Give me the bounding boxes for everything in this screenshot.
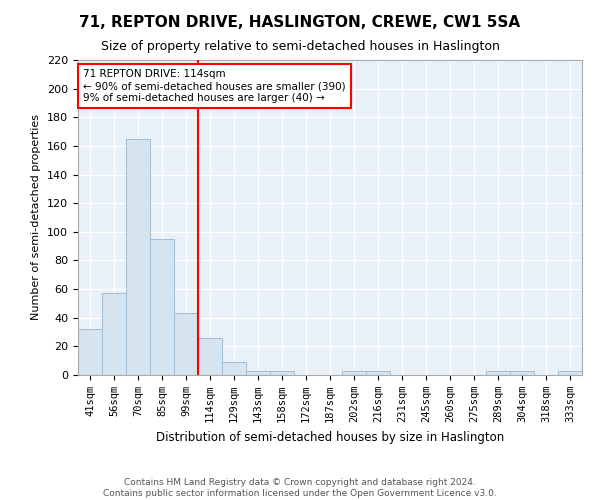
Bar	[510, 370, 534, 375]
Bar	[102, 294, 126, 375]
Text: 71 REPTON DRIVE: 114sqm
← 90% of semi-detached houses are smaller (390)
9% of se: 71 REPTON DRIVE: 114sqm ← 90% of semi-de…	[83, 70, 346, 102]
Text: Size of property relative to semi-detached houses in Haslington: Size of property relative to semi-detach…	[101, 40, 499, 53]
Bar	[342, 370, 366, 375]
Bar	[198, 338, 222, 375]
Bar	[486, 370, 510, 375]
Bar	[150, 239, 174, 375]
Bar	[126, 138, 150, 375]
Bar	[366, 370, 390, 375]
Bar	[174, 314, 198, 375]
Bar	[78, 329, 102, 375]
Bar	[222, 362, 246, 375]
Bar	[246, 370, 270, 375]
Y-axis label: Number of semi-detached properties: Number of semi-detached properties	[31, 114, 41, 320]
Text: Contains HM Land Registry data © Crown copyright and database right 2024.
Contai: Contains HM Land Registry data © Crown c…	[103, 478, 497, 498]
Bar	[270, 370, 294, 375]
X-axis label: Distribution of semi-detached houses by size in Haslington: Distribution of semi-detached houses by …	[156, 430, 504, 444]
Text: 71, REPTON DRIVE, HASLINGTON, CREWE, CW1 5SA: 71, REPTON DRIVE, HASLINGTON, CREWE, CW1…	[79, 15, 521, 30]
Bar	[558, 370, 582, 375]
